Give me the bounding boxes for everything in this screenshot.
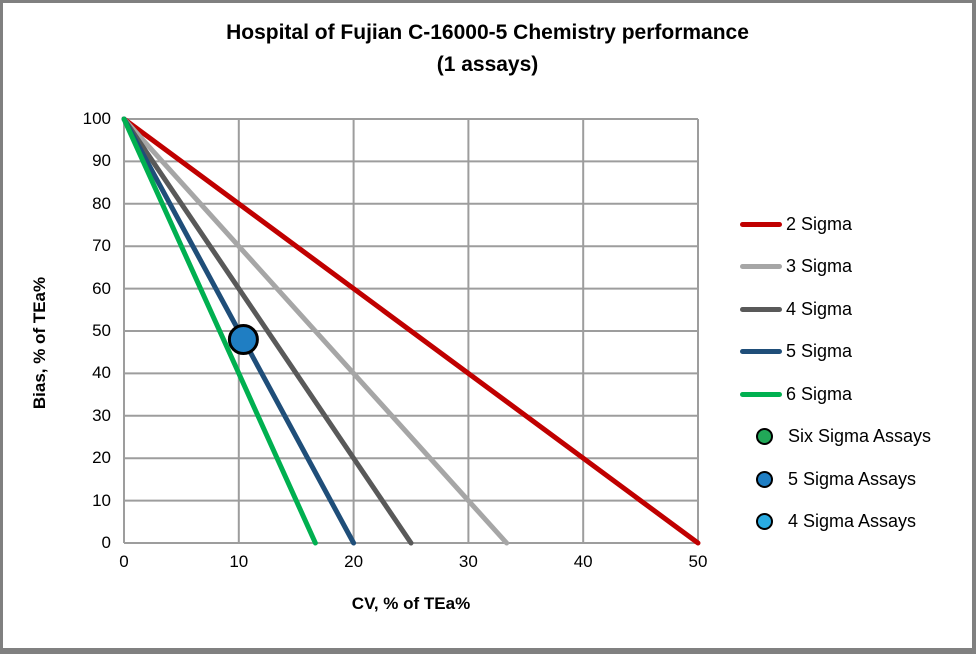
legend-label: Six Sigma Assays	[788, 426, 932, 447]
legend-line-swatch	[740, 264, 782, 270]
x-tick-label-30: 30	[458, 552, 478, 571]
y-tick-label-100: 100	[82, 109, 111, 128]
legend-entry-2-sigma: 2 Sigma	[737, 203, 969, 246]
legend-line-swatch	[740, 221, 782, 227]
legend: 2 Sigma 3 Sigma 4 Sigma 5 Sigma 6 Sigma Six S…	[737, 203, 969, 543]
y-axis-title: Bias, % of TEa%	[30, 276, 49, 410]
legend-line-swatch	[740, 391, 782, 397]
y-tick-label-10: 10	[92, 490, 111, 510]
legend-entry-6-sigma: 6 Sigma	[737, 373, 969, 416]
line-3-sigma	[121, 116, 510, 546]
y-tick-label-80: 80	[92, 193, 111, 213]
y-tick-label-50: 50	[92, 321, 111, 340]
legend-line-swatch	[740, 306, 782, 312]
assay-point-5-sigma-assays	[227, 323, 259, 355]
chart-title-line2: (1 assays)	[436, 53, 539, 76]
chart-title-line1: Hospital of Fujian C-16000-5 Chemistry p…	[226, 21, 749, 44]
legend-label: 5 Sigma Assays	[788, 468, 917, 489]
y-tick-label-70: 70	[92, 236, 111, 256]
y-tick-label-30: 30	[92, 405, 111, 425]
legend-marker-swatch	[756, 470, 773, 488]
legend-label: 2 Sigma	[786, 213, 853, 234]
legend-label: 5 Sigma	[786, 341, 853, 362]
legend-entry-5-sigma-assays: 5 Sigma Assays	[737, 458, 969, 501]
line-2-sigma	[121, 116, 701, 546]
y-tick-label-90: 90	[92, 151, 111, 171]
legend-label: 6 Sigma	[786, 383, 853, 404]
x-tick-label-0: 0	[119, 552, 129, 571]
x-tick-label-50: 50	[688, 552, 708, 571]
x-tick-label-40: 40	[573, 552, 593, 571]
legend-label: 3 Sigma	[786, 256, 853, 277]
legend-entry-4-sigma-assays: 4 Sigma Assays	[737, 501, 969, 544]
legend-marker-swatch	[756, 513, 773, 531]
x-axis-title: CV, % of TEa%	[351, 594, 471, 613]
y-tick-label-40: 40	[92, 363, 111, 383]
legend-marker-swatch	[756, 428, 773, 446]
x-tick-label-10: 10	[229, 552, 249, 571]
legend-entry-5-sigma: 5 Sigma	[737, 331, 969, 374]
y-tick-label-60: 60	[92, 278, 111, 298]
chart-title: Hospital of Fujian C-16000-5 Chemistry p…	[3, 17, 972, 81]
legend-entry-six-sigma-assays: Six Sigma Assays	[737, 416, 969, 459]
x-tick-label-20: 20	[344, 552, 364, 571]
legend-label: 4 Sigma	[786, 298, 853, 319]
legend-entry-4-sigma: 4 Sigma	[737, 288, 969, 331]
line-4-sigma	[121, 116, 414, 546]
legend-line-swatch	[740, 349, 782, 355]
line-6-sigma	[121, 116, 318, 546]
legend-entry-3-sigma: 3 Sigma	[737, 246, 969, 289]
legend-label: 4 Sigma Assays	[788, 511, 917, 532]
y-tick-label-20: 20	[92, 448, 111, 468]
y-tick-label-0: 0	[101, 533, 111, 552]
plot-area	[121, 116, 701, 546]
